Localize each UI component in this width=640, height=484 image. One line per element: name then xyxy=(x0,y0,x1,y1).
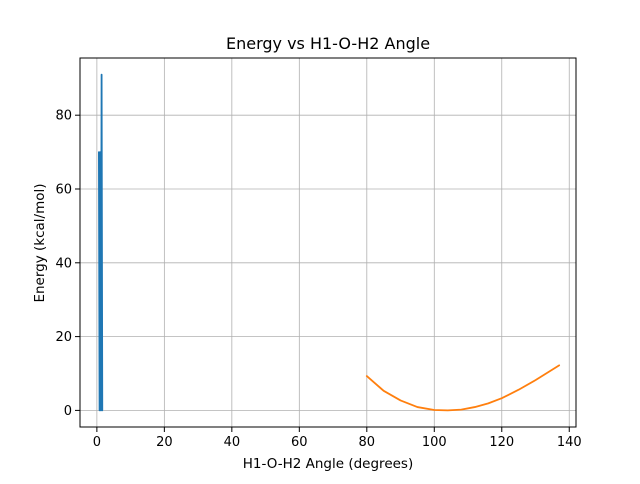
x-tick-label: 0 xyxy=(93,435,101,450)
series-layer xyxy=(98,73,561,412)
x-tick-label: 140 xyxy=(557,435,582,450)
series-line-2 xyxy=(365,364,561,412)
x-tick-label: 40 xyxy=(224,435,241,450)
x-tick-label: 60 xyxy=(291,435,308,450)
x-tick-label: 20 xyxy=(156,435,173,450)
y-tick-label: 60 xyxy=(55,182,72,197)
x-tick-label: 80 xyxy=(359,435,376,450)
axis-ticks: 0 20 40 60 80 100 120 140 0 20 40 60 80 xyxy=(55,109,581,450)
y-tick-label: 80 xyxy=(55,109,72,124)
series-line-1 xyxy=(98,73,104,412)
chart-title: Energy vs H1-O-H2 Angle xyxy=(226,34,430,53)
y-tick-label: 40 xyxy=(55,256,72,271)
grid xyxy=(80,58,576,427)
x-tick-label: 100 xyxy=(422,435,447,450)
y-tick-label: 20 xyxy=(55,330,72,345)
x-axis-label: H1-O-H2 Angle (degrees) xyxy=(243,456,413,472)
plot-area-frame xyxy=(79,57,577,428)
x-tick-label: 120 xyxy=(489,435,514,450)
y-tick-label: 0 xyxy=(64,404,72,419)
y-axis-label: Energy (kcal/mol) xyxy=(32,183,48,302)
